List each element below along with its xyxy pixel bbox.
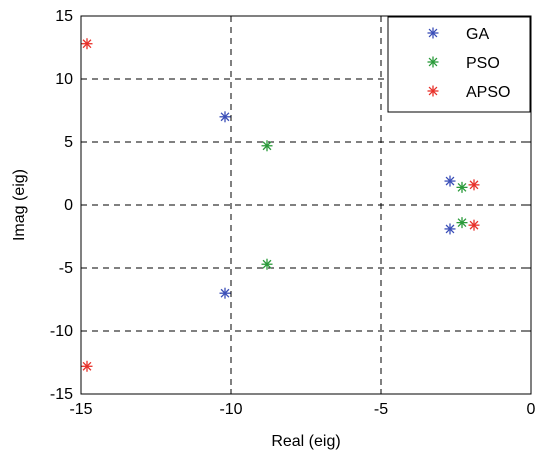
legend-label-ga: GA — [466, 26, 489, 43]
legend-marker-pso — [427, 56, 439, 68]
point-ga — [444, 223, 456, 235]
legend-label-pso: PSO — [466, 55, 500, 72]
grid-lines — [81, 16, 531, 394]
x-tick-label: 0 — [527, 401, 536, 418]
point-pso — [456, 181, 468, 193]
x-axis-label: Real (eig) — [271, 433, 340, 450]
x-tick-label: -5 — [374, 401, 388, 418]
point-apso — [468, 219, 480, 231]
y-tick-label: 0 — [64, 197, 73, 214]
point-apso — [81, 360, 93, 372]
plot-frame — [80, 15, 532, 395]
axis-ticks: -15 -10 -5 0 -15 -10 -5 0 5 10 15 — [50, 8, 536, 418]
legend-marker-apso — [427, 85, 439, 97]
y-tick-label: -10 — [50, 323, 73, 340]
y-tick-label: 5 — [64, 134, 73, 151]
x-tick-label: -10 — [219, 401, 242, 418]
point-apso — [468, 179, 480, 191]
point-ga — [219, 111, 231, 123]
x-tick-label: -15 — [69, 401, 92, 418]
data-points — [81, 38, 480, 372]
point-ga — [219, 287, 231, 299]
point-ga — [444, 175, 456, 187]
legend-box — [387, 16, 531, 113]
y-tick-label: -5 — [59, 260, 73, 277]
y-tick-label: 10 — [55, 71, 73, 88]
point-apso — [81, 38, 93, 50]
legend: GA PSO APSO — [387, 16, 531, 113]
legend-marker-ga — [427, 27, 439, 39]
point-pso — [261, 140, 273, 152]
y-tick-label: -15 — [50, 386, 73, 403]
point-pso — [456, 217, 468, 229]
y-tick-label: 15 — [55, 8, 73, 25]
y-axis-label: Imag (eig) — [11, 169, 28, 241]
point-pso — [261, 258, 273, 270]
legend-label-apso: APSO — [466, 84, 510, 101]
